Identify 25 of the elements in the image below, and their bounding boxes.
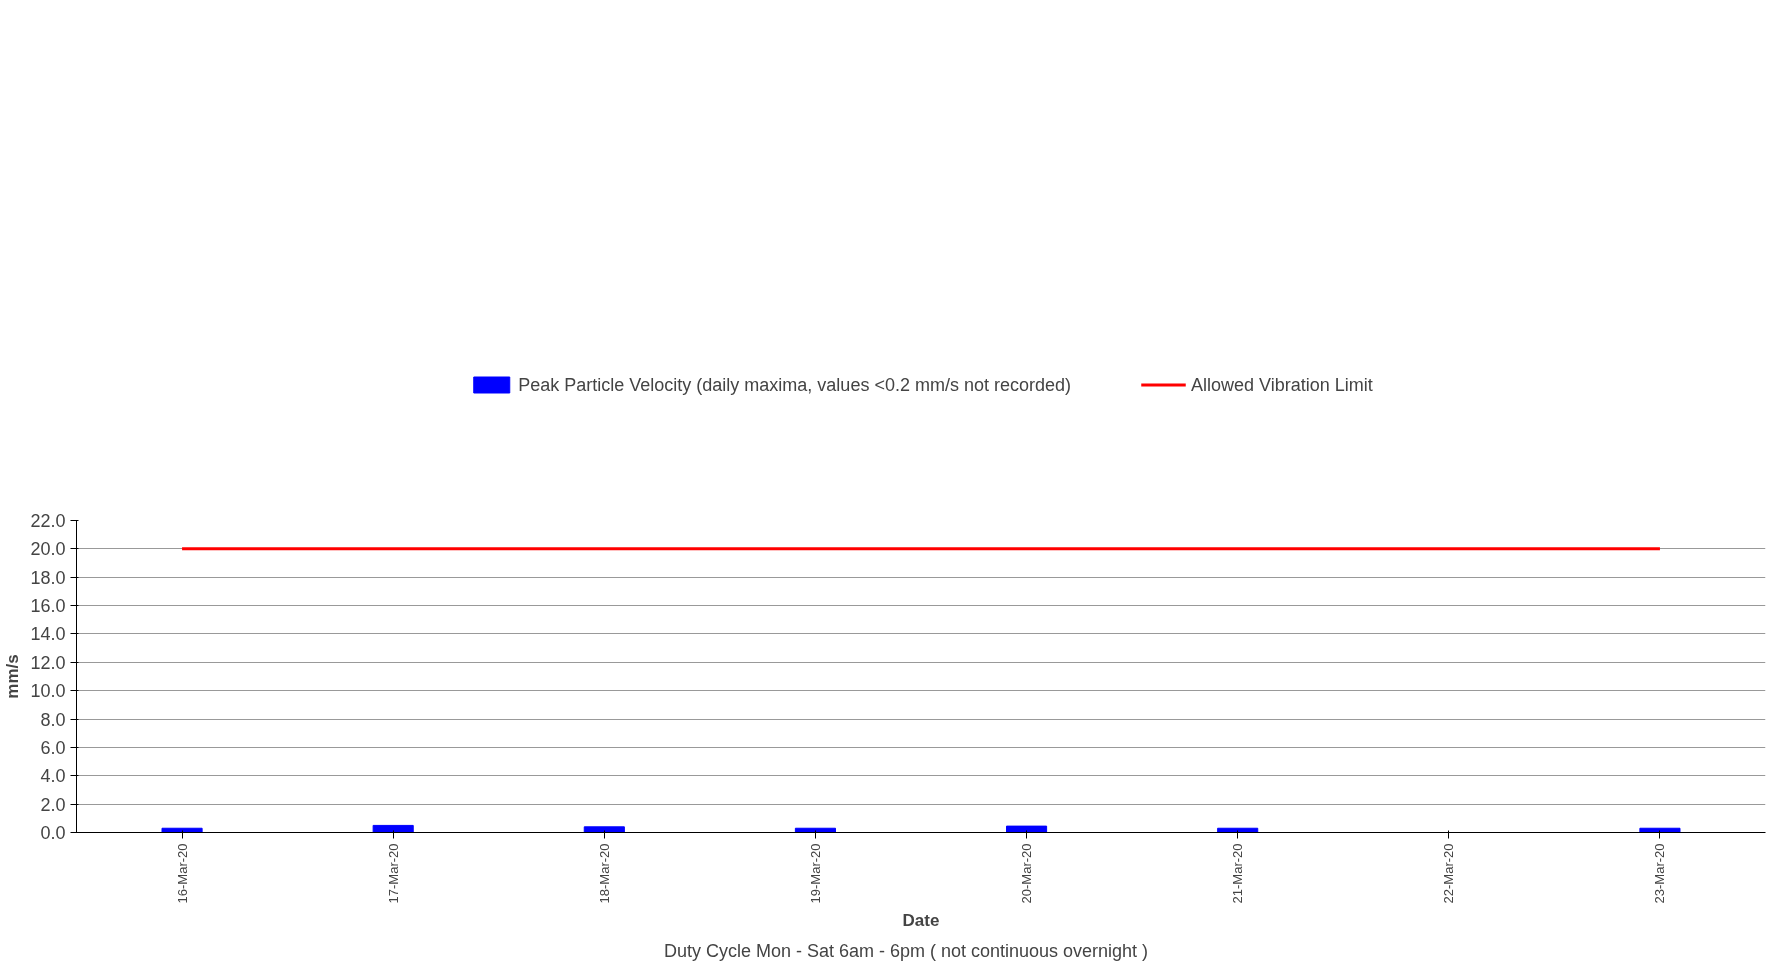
x-tick-label: 16-Mar-20 — [174, 843, 190, 904]
y-tick-label: 8.0 — [40, 709, 66, 730]
y-tick-label: 12.0 — [30, 652, 66, 673]
y-axis-title: mm/s — [3, 654, 23, 699]
x-tick-label: 17-Mar-20 — [385, 843, 401, 904]
x-axis-title: Date — [902, 911, 940, 931]
y-tick-label: 18.0 — [30, 567, 66, 588]
y-tick-label: 2.0 — [40, 794, 66, 815]
legend-label: Allowed Vibration Limit — [1190, 374, 1373, 396]
x-tick-label: 18-Mar-20 — [596, 843, 612, 904]
legend-label: Peak Particle Velocity (daily maxima, values <0.2 mm/s not recorded) — [518, 374, 1071, 396]
x-tick-label: 19-Mar-20 — [807, 843, 823, 904]
x-tick-label: 21-Mar-20 — [1230, 843, 1246, 904]
y-tick-label: 10.0 — [30, 681, 66, 702]
text: Duty Cycle Mon - Sat 6am - 6pm ( not continuous overnight ) — [663, 940, 1149, 961]
y-tick-label: 0.0 — [40, 823, 66, 843]
y-tick-label: 16.0 — [30, 596, 66, 617]
y-tick-label: 4.0 — [40, 766, 66, 787]
x-tick-label: 22-Mar-20 — [1441, 843, 1457, 904]
y-tick-label: 20.0 — [30, 539, 66, 560]
x-tick-label: 20-Mar-20 — [1019, 843, 1035, 904]
y-tick-label: 6.0 — [40, 737, 66, 758]
x-tick-label: 23-Mar-20 — [1652, 843, 1668, 904]
y-tick-label: 22.0 — [30, 511, 66, 531]
y-tick-label: 14.0 — [30, 624, 66, 645]
